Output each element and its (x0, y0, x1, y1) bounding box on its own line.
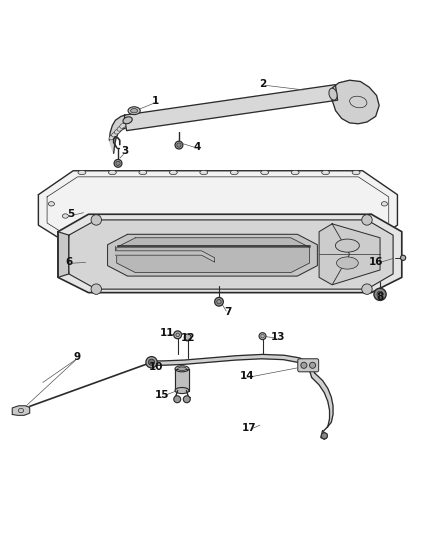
Ellipse shape (322, 171, 329, 175)
Ellipse shape (78, 243, 86, 247)
Circle shape (175, 141, 183, 149)
Ellipse shape (139, 171, 147, 175)
Circle shape (362, 284, 372, 294)
Polygon shape (116, 246, 215, 262)
Ellipse shape (367, 214, 374, 218)
Polygon shape (332, 80, 379, 124)
Text: 2: 2 (259, 79, 266, 88)
Polygon shape (124, 85, 338, 131)
Circle shape (114, 159, 122, 167)
Ellipse shape (128, 107, 140, 115)
Polygon shape (110, 115, 125, 154)
Circle shape (310, 362, 316, 368)
Polygon shape (321, 431, 327, 439)
Ellipse shape (170, 243, 177, 247)
Text: 16: 16 (369, 257, 384, 267)
FancyBboxPatch shape (298, 359, 319, 372)
Text: 12: 12 (181, 333, 196, 343)
Text: 5: 5 (67, 209, 74, 219)
Polygon shape (69, 220, 393, 289)
Ellipse shape (48, 201, 54, 206)
Ellipse shape (352, 243, 360, 247)
Circle shape (362, 215, 372, 225)
Circle shape (400, 255, 406, 261)
Polygon shape (39, 171, 397, 247)
Ellipse shape (352, 171, 360, 175)
Ellipse shape (78, 171, 86, 175)
Text: 7: 7 (224, 307, 231, 317)
Text: 3: 3 (122, 146, 129, 156)
Text: 11: 11 (159, 328, 174, 337)
Ellipse shape (139, 243, 147, 247)
Polygon shape (58, 214, 402, 293)
Ellipse shape (109, 171, 116, 175)
Text: 9: 9 (74, 352, 81, 362)
Circle shape (91, 215, 102, 225)
Circle shape (174, 331, 182, 339)
Ellipse shape (230, 243, 238, 247)
Text: 1: 1 (152, 96, 159, 106)
Ellipse shape (291, 171, 299, 175)
Ellipse shape (62, 214, 68, 218)
Ellipse shape (170, 171, 177, 175)
Circle shape (184, 334, 191, 341)
Ellipse shape (322, 243, 329, 247)
Ellipse shape (230, 171, 238, 175)
Ellipse shape (109, 243, 116, 247)
Polygon shape (117, 238, 310, 272)
Circle shape (184, 396, 190, 403)
Polygon shape (175, 369, 189, 391)
Circle shape (146, 357, 157, 368)
Text: 4: 4 (194, 142, 201, 152)
Circle shape (321, 433, 327, 439)
Polygon shape (70, 223, 393, 286)
Ellipse shape (112, 132, 118, 137)
Ellipse shape (336, 239, 359, 252)
Circle shape (215, 297, 223, 306)
Ellipse shape (381, 201, 388, 206)
Ellipse shape (329, 88, 337, 100)
Ellipse shape (178, 367, 186, 370)
Ellipse shape (261, 243, 268, 247)
Polygon shape (58, 232, 69, 277)
Ellipse shape (261, 171, 268, 175)
Ellipse shape (109, 135, 115, 140)
Ellipse shape (117, 126, 123, 131)
Ellipse shape (114, 129, 120, 134)
Text: 15: 15 (155, 390, 170, 400)
Ellipse shape (120, 123, 126, 128)
Circle shape (177, 143, 181, 147)
Circle shape (148, 359, 155, 365)
Text: 17: 17 (242, 423, 257, 433)
Circle shape (116, 161, 120, 166)
Text: 14: 14 (240, 371, 254, 381)
Polygon shape (319, 224, 380, 285)
Polygon shape (152, 354, 315, 377)
Text: 10: 10 (148, 362, 163, 373)
Circle shape (301, 362, 307, 368)
Ellipse shape (175, 387, 189, 393)
Ellipse shape (123, 117, 132, 124)
Text: 13: 13 (271, 332, 285, 342)
Ellipse shape (175, 366, 189, 372)
Ellipse shape (291, 243, 299, 247)
Circle shape (259, 333, 266, 340)
Ellipse shape (200, 243, 208, 247)
Ellipse shape (336, 257, 358, 269)
Circle shape (91, 284, 102, 294)
Polygon shape (12, 406, 30, 415)
Polygon shape (108, 235, 318, 276)
Text: 8: 8 (376, 292, 384, 302)
Circle shape (174, 396, 181, 403)
Text: 6: 6 (65, 257, 72, 267)
Ellipse shape (131, 109, 138, 113)
Polygon shape (312, 373, 333, 431)
Circle shape (374, 288, 386, 301)
Ellipse shape (200, 171, 208, 175)
